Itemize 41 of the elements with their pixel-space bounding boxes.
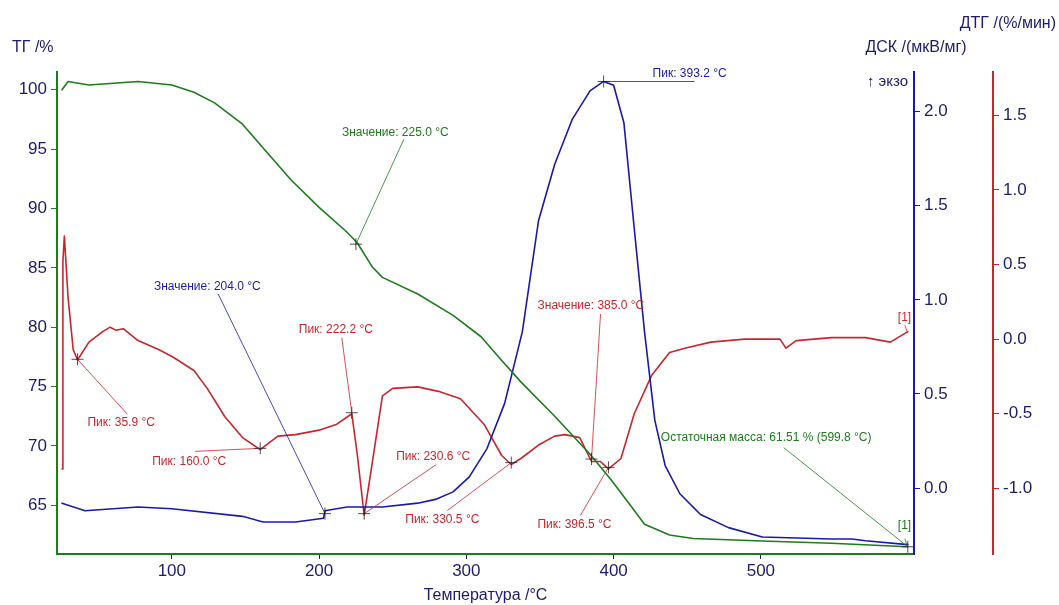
y3-tick-label: -1.0 [1003,478,1033,498]
y2-tick-label: 1.0 [924,289,948,309]
y3-tick-label: 0.0 [1003,328,1027,348]
y3-tick-label: 1.5 [1003,104,1027,124]
y-tick-label: 90 [28,198,47,218]
annotation: Пик: 35.9 °C [87,414,156,429]
y-tick-label: 75 [28,376,47,396]
annotation: Пик: 396.5 °C [537,516,612,531]
x-tick-label: 300 [452,560,481,580]
x-tick-label: 500 [746,560,776,580]
y-axis-title: ТГ /% [12,38,54,55]
y3-tick-label: 1.0 [1003,179,1027,199]
x-tick-label: 400 [599,560,628,580]
annotation: [1] [897,518,912,533]
annotation: Пик: 230.6 °C [396,448,471,463]
annotation: [1] [897,310,912,325]
annotation: Пик: 330.5 °C [405,511,480,526]
annotation: Пик: 160.0 °C [152,453,227,468]
y2-tick-label: 1.5 [924,195,948,215]
x-tick-label: 200 [304,560,334,580]
annotation: ↑ экзо [866,72,908,90]
annotation: Пик: 222.2 °C [298,322,374,337]
y2-axis-title: ДСК /(мкВ/мг) [865,38,967,55]
y3-tick-label: 0.5 [1003,254,1027,274]
x-axis-title: Температура /°C [423,585,548,603]
annotation: Остаточная масса: 61.51 % (599.8 °C) [660,430,872,445]
annotation: Пик: 393.2 °C [652,65,727,80]
annotation: Значение: 204.0 °C [154,278,262,293]
y2-tick-label: 0.0 [924,477,948,497]
y-tick-label: 65 [28,495,47,515]
annotation: Значение: 225.0 °C [341,125,449,140]
y3-tick-label: -0.5 [1003,403,1033,423]
x-tick-label: 100 [157,560,187,580]
y-tick-label: 100 [18,79,47,99]
y-tick-label: 95 [28,138,47,158]
y-tick-label: 85 [28,257,47,277]
y-tick-label: 80 [28,316,47,336]
y2-tick-label: 2.0 [924,101,948,121]
y2-tick-label: 0.5 [924,383,948,403]
y-tick-label: 70 [28,435,47,455]
y3-axis-title: ДТГ /(%/мин) [959,14,1056,31]
